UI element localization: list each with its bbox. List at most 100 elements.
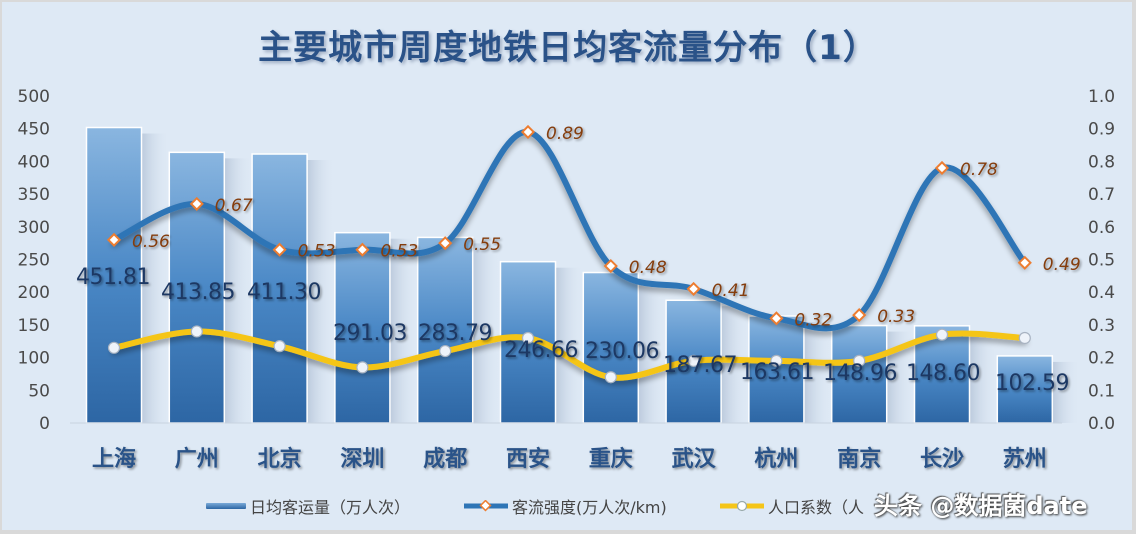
bar-shadow	[307, 160, 336, 423]
x-tick-label: 上海	[92, 446, 136, 472]
y-left-tick: 150	[18, 316, 50, 336]
bar-shadow	[803, 321, 832, 423]
y-right-tick: 0.3	[1088, 316, 1115, 336]
bar-value-label: 148.96	[823, 361, 897, 386]
y-left-tick: 450	[18, 120, 50, 140]
x-tick-label: 深圳	[340, 447, 384, 472]
population-marker[interactable]	[356, 361, 369, 374]
bar-swatch-icon	[206, 503, 246, 509]
y-axis-right: 0.0 0.1 0.2 0.3 0.4 0.5 0.6 0.7 0.8 0.9 1.0	[1088, 87, 1115, 434]
bar[interactable]	[251, 153, 308, 424]
bar[interactable]	[416, 236, 474, 424]
bar-shadow	[141, 133, 170, 423]
intensity-value-label: 0.53	[298, 242, 336, 262]
intensity-marker[interactable]	[272, 242, 287, 257]
bar-shadow	[472, 243, 501, 423]
population-marker[interactable]	[604, 371, 617, 384]
intensity-value-label: 0.49	[1043, 255, 1081, 275]
intensity-marker[interactable]	[934, 160, 950, 176]
population-marker[interactable]	[687, 354, 700, 367]
passenger-intensity-line	[106, 124, 1032, 332]
y-left-tick: 500	[18, 87, 50, 107]
legend-item-population[interactable]: 人口系数（人	[720, 494, 864, 518]
x-tick-label: 苏州	[1003, 446, 1047, 472]
x-tick-label: 长沙	[920, 447, 964, 472]
bar[interactable]	[85, 126, 143, 424]
legend-population-label: 人口系数（人	[768, 498, 865, 517]
x-tick-label: 成都	[423, 447, 467, 472]
intensity-marker[interactable]	[603, 258, 618, 274]
bar-shadow	[969, 331, 998, 423]
y-right-tick: 0.7	[1088, 185, 1115, 205]
bar-value-label: 291.03	[333, 321, 407, 346]
bar-shadow	[721, 306, 750, 423]
bar-value-label: 283.79	[418, 321, 492, 346]
x-tick-label: 北京	[258, 446, 302, 472]
intensity-marker[interactable]	[520, 124, 536, 140]
intensity-marker[interactable]	[852, 308, 867, 323]
x-tick-label: 杭州	[754, 446, 798, 472]
y-right-tick: 0.9	[1088, 120, 1115, 140]
bar-value-label: 148.60	[906, 361, 980, 386]
intensity-marker[interactable]	[438, 236, 453, 251]
bar-value-label: 246.66	[504, 338, 578, 363]
population-marker[interactable]	[935, 328, 949, 341]
legend-bar-label: 日均客运量（万人次）	[250, 498, 411, 517]
intensity-value-label: 0.78	[960, 160, 998, 180]
population-marker[interactable]	[107, 341, 121, 354]
y-right-tick: 0.2	[1088, 349, 1115, 369]
x-tick-label: 武汉	[672, 447, 717, 472]
intensity-marker[interactable]	[106, 232, 122, 247]
intensity-value-label: 0.41	[712, 281, 750, 301]
intensity-marker[interactable]	[355, 242, 370, 257]
x-tick-label: 重庆	[589, 446, 633, 472]
bar-value-label: 163.61	[740, 360, 814, 385]
y-left-tick: 250	[18, 251, 50, 271]
x-tick-label: 西安	[506, 446, 550, 472]
population-marker[interactable]	[521, 331, 535, 345]
intensity-marker[interactable]	[686, 281, 701, 297]
legend-item-intensity[interactable]: 客流强度(万人次/km)	[464, 494, 667, 518]
bar-shadow	[555, 267, 584, 423]
y-left-tick: 200	[18, 283, 50, 303]
intensity-marker[interactable]	[189, 196, 204, 211]
y-left-tick: 0	[39, 414, 50, 434]
population-marker[interactable]	[439, 344, 452, 358]
population-marker[interactable]	[273, 340, 286, 353]
intensity-marker[interactable]	[769, 311, 784, 326]
y-left-tick: 400	[18, 152, 50, 172]
bar[interactable]	[748, 315, 805, 424]
y-left-tick: 50	[28, 381, 50, 401]
population-marker[interactable]	[190, 325, 203, 338]
y-left-tick: 100	[18, 349, 50, 369]
intensity-data-labels: 0.56 0.67 0.53 0.53 0.55 0.89 0.48 0.41 0.32 0.33…	[132, 124, 1081, 330]
legend-item-bar[interactable]: 日均客运量（万人次）	[206, 494, 410, 518]
x-axis-labels: 上海 广州 北京 深圳 成都 西安 重庆 武汉 杭州 南京 长沙 苏州	[92, 446, 1047, 472]
population-marker[interactable]	[853, 354, 866, 367]
bar[interactable]	[996, 355, 1054, 424]
y-left-tick: 350	[18, 185, 50, 205]
y-right-tick: 0.0	[1088, 414, 1115, 434]
bar-shadow	[638, 278, 667, 423]
x-tick-label: 广州	[175, 446, 219, 472]
bar-shadow	[1052, 361, 1081, 423]
line-circle-marker-icon	[720, 500, 764, 512]
population-coefficient-line	[107, 325, 1031, 384]
bar-value-label: 187.67	[663, 353, 737, 378]
x-tick-label: 南京	[837, 446, 881, 472]
bar[interactable]	[334, 231, 391, 424]
bar-value-label: 411.30	[247, 280, 321, 305]
population-marker[interactable]	[770, 354, 783, 367]
y-right-tick: 0.4	[1088, 283, 1115, 303]
bar-value-label: 451.81	[76, 265, 150, 290]
population-marker[interactable]	[1018, 331, 1031, 345]
bar-value-label: 102.59	[995, 371, 1069, 396]
intensity-value-label: 0.67	[215, 196, 253, 216]
bar-value-label: 230.06	[585, 339, 659, 364]
bar[interactable]	[830, 324, 888, 424]
intensity-value-label: 0.33	[877, 307, 915, 327]
bar[interactable]	[582, 271, 640, 424]
intensity-marker[interactable]	[1017, 255, 1032, 270]
intensity-value-label: 0.56	[132, 232, 170, 252]
